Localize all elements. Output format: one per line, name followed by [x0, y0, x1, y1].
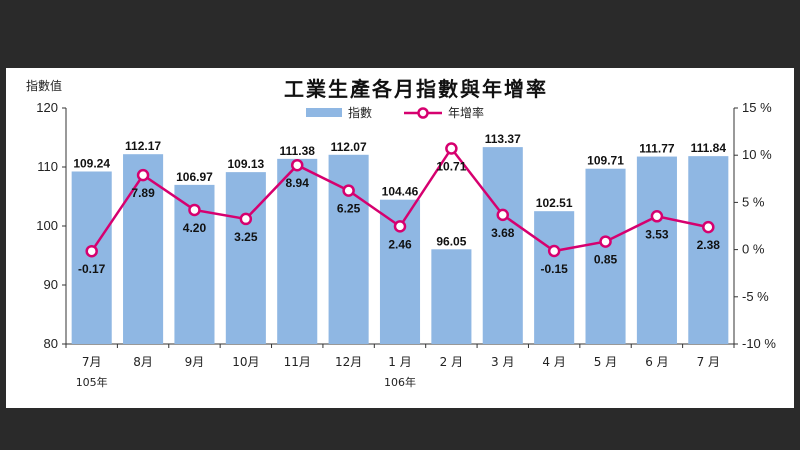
y-axis-label: 指數值 [26, 78, 62, 93]
x-category-label: 10月 [232, 355, 259, 369]
y-tick-label: 100 [36, 218, 58, 233]
legend-marker [417, 107, 429, 119]
bar [123, 154, 164, 344]
rate-value-label: 3.68 [491, 226, 515, 240]
bar-value-label: 112.07 [331, 140, 367, 154]
data-labels: 109.24 112.17 106.97 109.13 111.38 112.07 104.… [73, 132, 726, 276]
bar-value-label: 104.46 [382, 185, 419, 199]
y-tick-label: 120 [36, 100, 58, 115]
x-category-label: 3 月 [491, 355, 514, 369]
bar [277, 158, 318, 344]
bar-value-label: 111.77 [639, 142, 675, 156]
rate-value-label: 7.89 [131, 186, 155, 200]
combo-chart: 工業生產各月指數與年增率 指數值 指數 年增率 80 90 100 110 120 -10… [26, 77, 776, 389]
legend-label-bar: 指數 [348, 105, 372, 120]
rate-value-label: 10.71 [436, 159, 466, 173]
bar-value-label: 102.51 [536, 196, 573, 210]
bar [688, 156, 729, 344]
y2-tick-label: 5 % [742, 194, 765, 209]
rate-point [85, 244, 98, 258]
bar-value-label: 111.84 [691, 141, 727, 155]
rate-value-label: 4.20 [183, 221, 207, 235]
bar [431, 249, 472, 344]
rate-value-label: 3.25 [234, 230, 258, 244]
bar-value-label: 109.71 [587, 154, 624, 168]
y2-tick-label: 0 % [742, 242, 765, 257]
chart-frame: 工業生產各月指數與年增率 指數值 指數 年增率 80 90 100 110 120 -10… [6, 68, 794, 408]
bar-value-label: 112.17 [125, 139, 161, 153]
x-category-label: 9月 [185, 355, 205, 369]
rate-value-label: -0.15 [540, 262, 568, 276]
bar-value-label: 111.38 [280, 144, 316, 158]
legend: 指數 年增率 [306, 105, 484, 120]
rate-value-label: 0.85 [594, 253, 618, 267]
bar-value-label: 109.24 [73, 156, 110, 170]
rate-point [290, 158, 304, 172]
x-year-label: 106年 [384, 375, 416, 389]
rate-value-label: 2.46 [388, 237, 412, 251]
x-category-label: 7 月 [697, 355, 720, 369]
bar [482, 147, 523, 344]
rate-point [445, 142, 458, 155]
chart-title: 工業生產各月指數與年增率 [284, 77, 548, 101]
rate-point [650, 210, 664, 223]
rate-point [702, 220, 715, 234]
x-category-label: 7月 [82, 355, 102, 369]
y2-tick-label: 10 % [742, 147, 772, 162]
x-category-label: 8月 [133, 355, 153, 369]
bar [636, 156, 677, 344]
axes: 80 90 100 110 120 -10 % -5 % 0 % 5 % 10 % 15 % [36, 100, 776, 351]
rate-value-label: 3.53 [645, 227, 669, 241]
rate-point [547, 244, 561, 258]
rate-point [496, 208, 510, 222]
x-year-label: 105年 [76, 375, 108, 389]
rate-value-label: 8.94 [286, 176, 310, 190]
rate-point [393, 220, 407, 233]
x-category-label: 4 月 [542, 355, 565, 369]
bar-value-label: 96.05 [436, 234, 466, 248]
rate-point [188, 203, 201, 217]
x-category-label: 6 月 [645, 355, 668, 369]
x-category-label: 1 月 [388, 355, 411, 369]
x-category-label: 11月 [284, 355, 311, 369]
rate-point [239, 212, 253, 226]
legend-label-line: 年增率 [448, 105, 484, 120]
rate-point [342, 184, 355, 197]
rate-point [136, 168, 150, 182]
bar-value-label: 113.37 [485, 132, 521, 146]
x-axis-categories: 7月 8月 9月 10月 11月 12月 1 月 2 月 3 月 4 月 5 月 6 月 7 月 105年… [76, 355, 720, 389]
bars [71, 147, 729, 344]
rate-line [85, 142, 715, 258]
bar [534, 211, 575, 344]
y-tick-label: 110 [37, 159, 58, 174]
bar [585, 168, 626, 344]
y2-tick-label: -5 % [742, 289, 769, 304]
bar-value-label: 106.97 [176, 170, 213, 184]
legend-swatch-bar [306, 108, 342, 117]
rate-value-label: -0.17 [78, 262, 106, 276]
y-tick-label: 80 [44, 336, 58, 351]
x-category-label: 12月 [335, 355, 362, 369]
rate-point [599, 235, 612, 248]
bar [225, 172, 266, 344]
x-category-label: 2 月 [440, 355, 463, 369]
y2-tick-label: -10 % [742, 336, 776, 351]
bar [71, 171, 112, 344]
x-category-label: 5 月 [594, 355, 617, 369]
y-tick-label: 90 [44, 277, 58, 292]
bar-value-label: 109.13 [227, 157, 264, 171]
rate-value-label: 2.38 [697, 238, 721, 252]
y2-tick-label: 15 % [742, 100, 772, 115]
rate-value-label: 6.25 [337, 202, 361, 216]
